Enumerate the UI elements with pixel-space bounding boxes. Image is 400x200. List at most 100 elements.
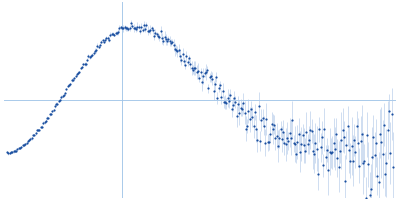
Point — [242, 127, 249, 130]
Point — [355, 141, 361, 144]
Point — [341, 135, 347, 139]
Point — [101, 40, 107, 43]
Point — [379, 152, 386, 155]
Point — [297, 150, 303, 153]
Point — [351, 138, 357, 142]
Point — [168, 41, 174, 44]
Point — [75, 71, 81, 74]
Point — [268, 122, 275, 125]
Point — [92, 49, 98, 52]
Point — [102, 38, 108, 41]
Point — [148, 27, 155, 30]
Point — [279, 138, 285, 141]
Point — [84, 58, 90, 62]
Point — [203, 70, 209, 74]
Point — [156, 36, 162, 39]
Point — [384, 128, 391, 131]
Point — [296, 133, 302, 136]
Point — [100, 39, 106, 42]
Point — [314, 147, 320, 150]
Point — [137, 29, 143, 33]
Point — [5, 152, 12, 155]
Point — [386, 110, 392, 113]
Point — [93, 49, 99, 52]
Point — [158, 29, 164, 33]
Point — [152, 31, 159, 34]
Point — [258, 118, 264, 121]
Point — [94, 44, 101, 47]
Point — [383, 161, 390, 164]
Point — [194, 70, 200, 74]
Point — [333, 133, 339, 136]
Point — [246, 118, 253, 121]
Point — [346, 149, 352, 152]
Point — [263, 117, 270, 121]
Point — [78, 66, 84, 70]
Point — [342, 179, 348, 183]
Point — [245, 109, 252, 112]
Point — [200, 74, 206, 77]
Point — [362, 196, 369, 199]
Point — [381, 123, 387, 126]
Point — [17, 146, 23, 150]
Point — [259, 116, 266, 119]
Point — [139, 28, 146, 31]
Point — [204, 68, 210, 72]
Point — [288, 136, 294, 139]
Point — [241, 111, 248, 114]
Point — [281, 142, 288, 145]
Point — [217, 84, 223, 87]
Point — [232, 101, 239, 104]
Point — [80, 62, 86, 65]
Point — [334, 156, 340, 159]
Point — [293, 152, 299, 155]
Point — [98, 40, 104, 43]
Point — [132, 27, 138, 30]
Point — [112, 31, 119, 35]
Point — [81, 62, 88, 65]
Point — [63, 88, 70, 91]
Point — [85, 55, 92, 58]
Point — [146, 29, 152, 33]
Point — [28, 137, 35, 140]
Point — [307, 128, 314, 132]
Point — [48, 113, 54, 116]
Point — [319, 136, 325, 139]
Point — [36, 128, 43, 131]
Point — [176, 48, 182, 51]
Point — [97, 43, 103, 46]
Point — [303, 130, 310, 134]
Point — [90, 52, 97, 55]
Point — [67, 83, 74, 86]
Point — [227, 94, 234, 97]
Point — [289, 119, 296, 122]
Point — [329, 151, 336, 154]
Point — [208, 75, 214, 78]
Point — [41, 121, 48, 124]
Point — [39, 125, 45, 128]
Point — [201, 71, 208, 74]
Point — [169, 40, 176, 43]
Point — [343, 143, 350, 146]
Point — [155, 34, 161, 38]
Point — [271, 123, 277, 126]
Point — [22, 142, 28, 145]
Point — [179, 52, 186, 55]
Point — [173, 48, 179, 51]
Point — [16, 146, 22, 150]
Point — [31, 133, 38, 136]
Point — [222, 100, 228, 103]
Point — [181, 59, 187, 62]
Point — [198, 71, 204, 74]
Point — [290, 142, 297, 145]
Point — [270, 127, 276, 131]
Point — [224, 96, 231, 99]
Point — [361, 159, 368, 162]
Point — [124, 27, 130, 30]
Point — [114, 31, 120, 35]
Point — [13, 149, 19, 153]
Point — [267, 132, 274, 136]
Point — [23, 142, 30, 145]
Point — [382, 173, 388, 176]
Point — [66, 84, 72, 87]
